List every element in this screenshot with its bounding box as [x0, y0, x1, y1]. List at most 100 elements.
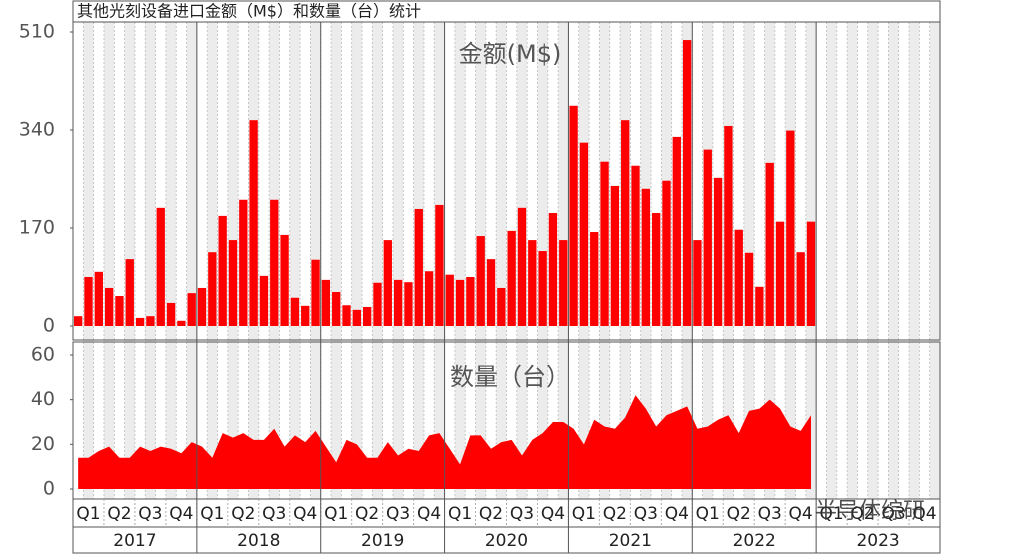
bar [373, 282, 382, 326]
quarter-label: Q1 [76, 504, 100, 524]
bar [631, 165, 640, 326]
bar [146, 316, 155, 326]
bar [177, 320, 186, 326]
bar [507, 230, 516, 326]
bar [342, 305, 351, 326]
bar [414, 208, 423, 326]
stripe [888, 22, 899, 499]
quarter-label: Q4 [912, 504, 936, 524]
bar [218, 215, 227, 326]
bar [621, 120, 630, 326]
bar [517, 207, 527, 326]
bar [187, 293, 196, 326]
stripe [929, 22, 940, 499]
bar [228, 240, 238, 326]
bar [548, 213, 558, 326]
stripe [867, 22, 879, 499]
bar [332, 291, 341, 326]
bar [662, 180, 671, 326]
year-label: 2021 [609, 531, 652, 551]
quarter-label: Q3 [138, 504, 162, 524]
bar [466, 277, 475, 326]
quarter-label: Q3 [881, 504, 905, 524]
bar [280, 234, 289, 326]
bar [363, 306, 372, 326]
bar [600, 161, 609, 326]
bar [672, 136, 681, 326]
quarter-label: Q2 [727, 504, 751, 524]
stripe [103, 22, 115, 499]
stripe [331, 22, 342, 499]
quarter-label: Q1 [572, 504, 596, 524]
panel-title: 金额(M$) [459, 40, 562, 68]
bar [125, 259, 134, 326]
bar [796, 252, 805, 326]
bar [249, 120, 258, 326]
bar [765, 162, 774, 326]
bar [476, 236, 485, 326]
stripe [351, 22, 362, 499]
quarter-label: Q4 [789, 504, 813, 524]
bar [569, 105, 578, 326]
quarter-label: Q1 [448, 504, 472, 524]
bar [435, 204, 444, 326]
quarter-label: Q3 [634, 504, 658, 524]
bar [579, 142, 589, 326]
bar [538, 251, 547, 326]
quarter-label: Q4 [665, 504, 689, 524]
quarter-label: Q3 [386, 504, 410, 524]
quarter-label: Q3 [510, 504, 534, 524]
quarter-label: Q2 [355, 504, 379, 524]
bar [486, 259, 496, 326]
bar [559, 240, 568, 326]
bar [239, 199, 248, 326]
y-tick-label: 40 [31, 388, 55, 410]
stripe [289, 22, 301, 499]
stripe [186, 22, 197, 499]
bar [84, 277, 93, 326]
quarter-label: Q2 [603, 504, 627, 524]
bar [115, 296, 124, 326]
bar [455, 279, 465, 326]
panel-title: 数量（台） [450, 363, 570, 391]
quarter-label: Q3 [262, 504, 286, 524]
bar [352, 309, 361, 326]
stripe [826, 22, 837, 499]
quarter-label: Q1 [200, 504, 224, 524]
bar [445, 274, 454, 326]
quarter-label: Q4 [417, 504, 441, 524]
quarter-label: Q1 [820, 504, 844, 524]
quarter-label: Q1 [696, 504, 720, 524]
quarter-label: Q4 [293, 504, 317, 524]
bar [104, 287, 114, 326]
bar [703, 149, 712, 326]
year-label: 2023 [856, 531, 899, 551]
quarter-label: Q2 [231, 504, 255, 524]
stripe [496, 22, 507, 499]
quarter-label: Q1 [324, 504, 348, 524]
quarter-label: Q2 [107, 504, 131, 524]
y-tick-label: 340 [19, 119, 55, 141]
bar [259, 275, 269, 326]
stripe [454, 22, 466, 499]
bar [734, 229, 743, 326]
watermark: 半导体综研 [815, 499, 925, 524]
panel-box [72, 21, 941, 341]
bar [290, 297, 300, 326]
bar [383, 240, 392, 326]
bar [590, 232, 599, 326]
stripe [909, 22, 920, 499]
bar [528, 240, 537, 326]
y-tick-label: 510 [19, 21, 55, 43]
bar [724, 125, 733, 326]
bar [166, 302, 176, 326]
y-tick-label: 20 [31, 433, 55, 455]
bar [393, 279, 403, 326]
quarter-label: Q3 [758, 504, 782, 524]
bar [641, 188, 650, 326]
y-tick-label: 170 [19, 217, 55, 239]
quarter-label: Q2 [850, 504, 874, 524]
y-tick-label: 0 [43, 478, 55, 500]
stripe [392, 22, 404, 499]
bar [156, 207, 165, 326]
